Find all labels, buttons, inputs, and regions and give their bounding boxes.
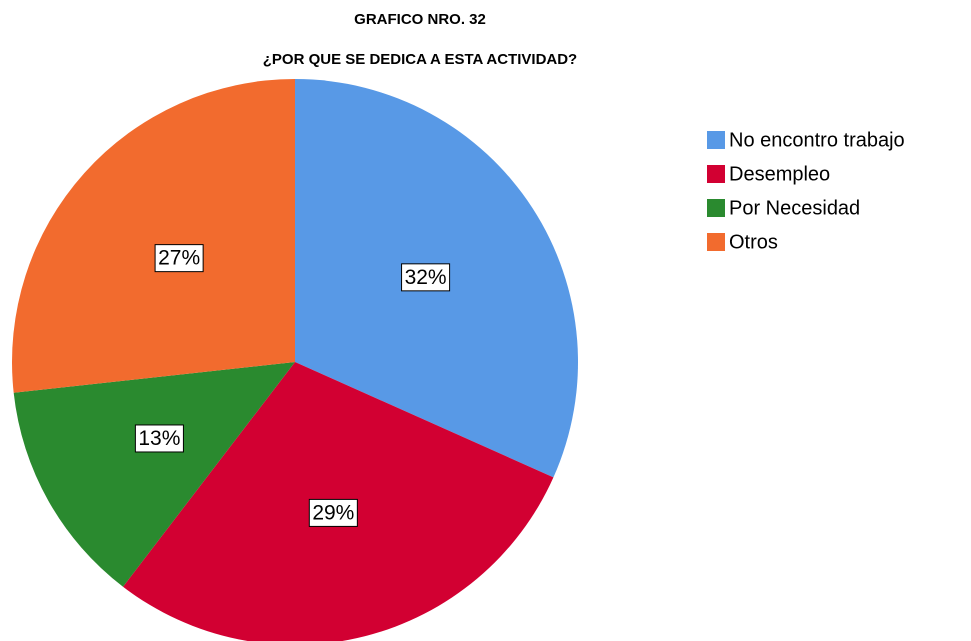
legend-swatch [707,233,725,251]
value-label-box [308,498,358,527]
legend-text: No encontro trabajo [729,129,905,151]
value-label: 27% [158,247,200,270]
legend-text: Por Necesidad [729,197,860,219]
legend-swatch [707,165,725,183]
value-label-box [401,263,451,292]
value-label: 13% [138,427,180,450]
pie-slice [13,362,295,587]
value-label-group: 32% [401,263,451,292]
value-label-group: 27% [154,244,204,273]
chart-subtitle: ¿POR QUE SE DEDICA A ESTA ACTIVIDAD? [263,51,577,68]
chart-title: GRAFICO NRO. 32 [354,11,486,28]
legend-text: Otros [729,231,778,253]
value-label: 29% [312,501,354,524]
value-label-group: 29% [308,498,358,527]
pie-slice [11,79,295,393]
legend-swatch [707,199,725,217]
legend-swatch [707,131,725,149]
value-label: 32% [405,266,447,289]
value-label-box [134,424,184,453]
value-label-box [154,244,204,273]
legend-text: Desempleo [729,163,830,185]
value-label-group: 13% [134,424,184,453]
